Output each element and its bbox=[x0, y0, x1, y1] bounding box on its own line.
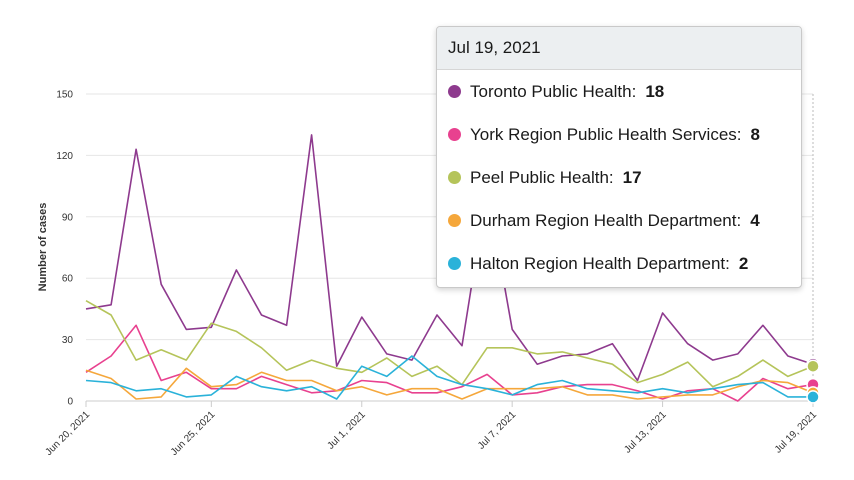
legend-dot-icon bbox=[448, 128, 461, 141]
y-tick-label: 60 bbox=[62, 274, 74, 285]
y-tick-label: 0 bbox=[67, 397, 73, 408]
tooltip-label: Toronto Public Health: bbox=[470, 81, 637, 101]
tooltip-row-durham: Durham Region Health Department: 4 bbox=[437, 199, 801, 242]
series-line bbox=[85, 367, 814, 400]
tooltip-value: 17 bbox=[622, 167, 642, 187]
x-tick-label: Jun 25, 2021 bbox=[169, 409, 218, 458]
tooltip-date: Jul 19, 2021 bbox=[437, 27, 801, 70]
x-axis-ticks: Jun 20, 2021 Jun 25, 2021 Jul 1, 2021 Jul 7… bbox=[43, 401, 819, 458]
x-tick-label: Jul 19, 2021 bbox=[773, 409, 820, 456]
tooltip-label: Durham Region Health Department: bbox=[470, 210, 742, 230]
tooltip-value: 2 bbox=[738, 253, 749, 273]
x-tick-label: Jul 7, 2021 bbox=[476, 409, 519, 452]
tooltip-label: Peel Public Health: bbox=[470, 167, 614, 187]
y-axis-title: Number of cases bbox=[37, 203, 49, 292]
tooltip-row-peel: Peel Public Health: 17 bbox=[437, 156, 801, 199]
tooltip-row-halton: Halton Region Health Department: 2 bbox=[437, 242, 801, 285]
legend-dot-icon bbox=[448, 171, 461, 184]
legend-dot-icon bbox=[448, 214, 461, 227]
series-line bbox=[85, 324, 814, 402]
tooltip-value: 4 bbox=[750, 210, 760, 230]
x-tick-label: Jul 1, 2021 bbox=[325, 409, 368, 452]
legend-dot-icon bbox=[448, 85, 461, 98]
y-tick-label: 120 bbox=[56, 151, 73, 162]
series-lines bbox=[85, 134, 814, 402]
tooltip-row-york: York Region Public Health Services: 8 bbox=[437, 113, 801, 156]
series-line bbox=[85, 300, 814, 388]
x-tick-label: Jul 13, 2021 bbox=[622, 409, 669, 456]
y-tick-label: 150 bbox=[56, 90, 73, 101]
x-tick-label: Jun 20, 2021 bbox=[43, 409, 92, 458]
y-tick-label: 30 bbox=[62, 335, 74, 346]
hover-point bbox=[806, 359, 820, 373]
hover-point bbox=[806, 390, 820, 404]
tooltip-value: 8 bbox=[750, 124, 760, 144]
tooltip-value: 18 bbox=[645, 81, 665, 101]
tooltip-label: Halton Region Health Department: bbox=[470, 253, 730, 273]
series-line bbox=[85, 134, 814, 382]
tooltip-row-toronto: Toronto Public Health: 18 bbox=[437, 70, 801, 113]
tooltip: Jul 19, 2021 Toronto Public Health: 18 Y… bbox=[436, 26, 802, 288]
tooltip-label: York Region Public Health Services: bbox=[470, 124, 742, 144]
y-axis-ticks: 0 30 60 90 120 150 bbox=[56, 90, 73, 408]
y-tick-label: 90 bbox=[62, 212, 74, 223]
legend-dot-icon bbox=[448, 257, 461, 270]
hover-markers bbox=[806, 357, 820, 404]
series-line bbox=[85, 355, 813, 400]
